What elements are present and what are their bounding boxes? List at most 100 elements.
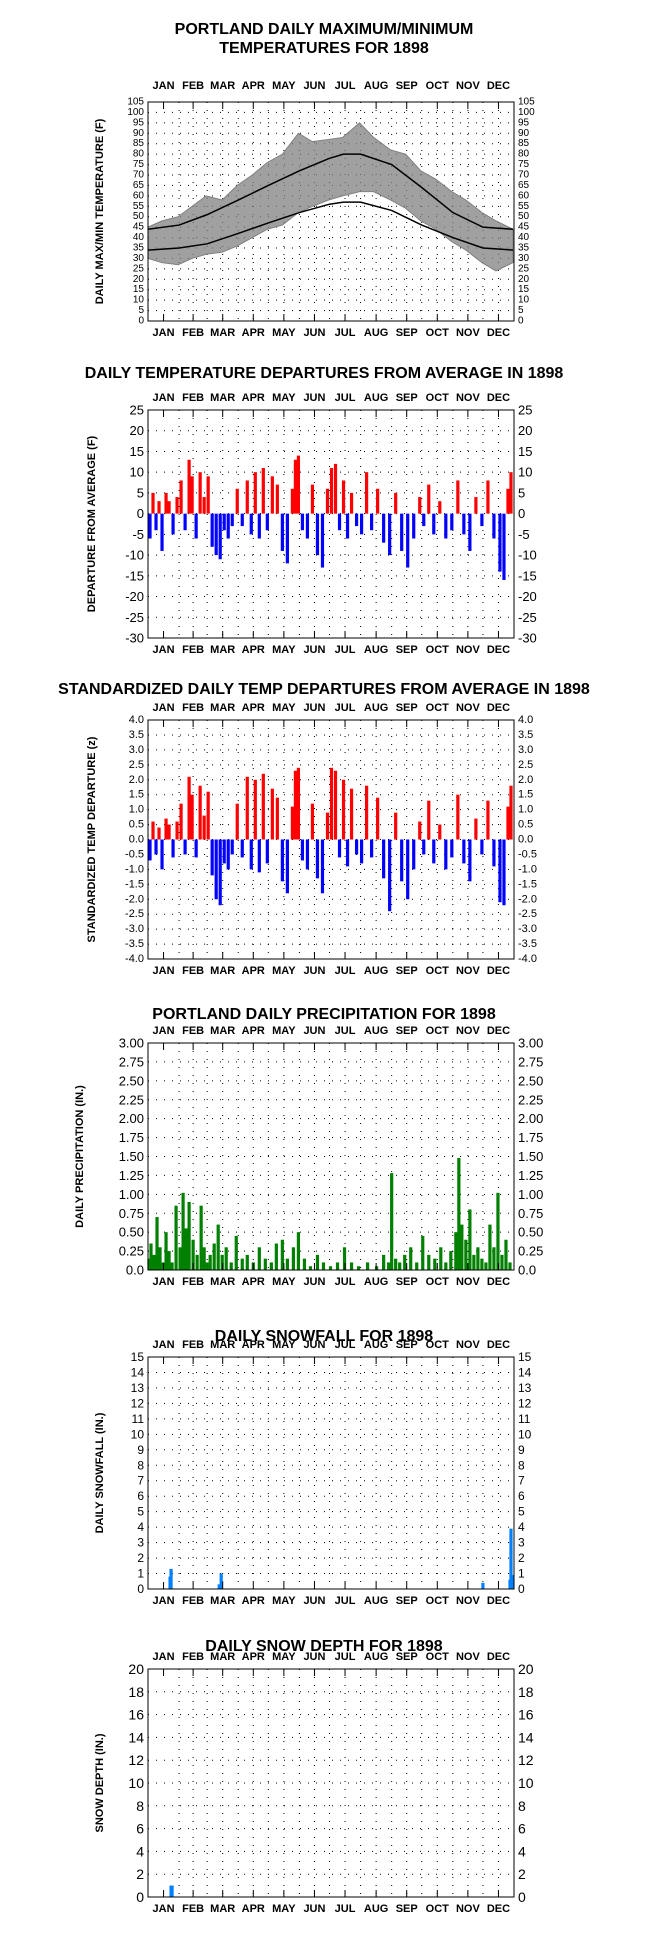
bar (432, 839, 436, 864)
bar (275, 797, 279, 840)
y-tick-label-right: 11 (518, 1412, 531, 1426)
y-tick-label-left: 50 (133, 211, 145, 222)
bar (472, 1254, 476, 1270)
y-tick-label-right: -4.0 (518, 953, 537, 965)
standardized-panel: STANDARDIZED DAILY TEMP DEPARTURES FROM … (0, 680, 648, 1005)
bar (394, 1258, 398, 1270)
data-marks (148, 767, 513, 912)
bar (305, 513, 310, 539)
y-tick-label-right: 18 (518, 1684, 534, 1700)
y-tick-label-right: 13 (518, 1381, 532, 1395)
bar (412, 513, 416, 539)
y-tick-label-right: 0.0 (518, 1263, 536, 1278)
y-tick-label-right: 9 (518, 1443, 525, 1457)
y-tick-label-right: 1 (518, 1567, 525, 1581)
month-label-top: SEP (396, 392, 418, 404)
y-tick-label-right: 2.0 (518, 774, 533, 786)
month-label-bottom: MAR (210, 644, 235, 656)
y-tick-label-right: -5 (518, 527, 530, 542)
y-tick-label-left: 0 (137, 1582, 144, 1596)
bar (222, 839, 226, 864)
y-tick-label-right: -3.0 (518, 923, 537, 935)
y-tick-label-left: 10 (131, 1427, 145, 1441)
y-tick-label-left: 1 (137, 1567, 144, 1581)
month-label-bottom: JUN (303, 1903, 325, 1915)
y-tick-label-left: 80 (133, 149, 145, 160)
y-tick-label-right: 1.5 (518, 789, 533, 801)
y-tick-label-right: 15 (518, 1350, 532, 1364)
bar (349, 788, 354, 840)
bar (212, 1243, 216, 1270)
snow-depth-chart-title: DAILY SNOW DEPTH FOR 1898 (205, 1638, 443, 1655)
y-tick-label-left: 15 (133, 284, 145, 295)
y-tick-label-right: 5 (518, 1505, 525, 1519)
y-tick-label-left: -4.0 (125, 953, 144, 965)
bar (167, 824, 171, 840)
bar (486, 800, 490, 840)
y-tick-label-left: 0 (137, 506, 144, 521)
y-tick-label-left: 4 (136, 1843, 144, 1859)
departure-chart-title: DAILY TEMPERATURE DEPARTURES FROM AVERAG… (84, 365, 564, 382)
bar (394, 492, 398, 514)
bar (179, 803, 183, 840)
y-tick-label-left: 65 (133, 180, 145, 191)
bar (310, 803, 315, 840)
bar (181, 1192, 185, 1270)
daily-range-band (147, 122, 514, 272)
bar (235, 803, 239, 840)
bar (427, 1254, 431, 1270)
y-tick-label-left: 10 (133, 295, 145, 306)
month-label-bottom: AUG (364, 1595, 388, 1607)
bar (245, 776, 249, 840)
bar (474, 497, 478, 514)
bar (170, 1262, 174, 1270)
bar (345, 839, 350, 867)
month-label-top: JAN (153, 392, 175, 404)
y-tick-label-right: 12 (518, 1396, 532, 1410)
bar (265, 839, 269, 864)
bar (468, 839, 472, 882)
y-tick-label-left: 1.75 (119, 1130, 144, 1145)
month-label-top: NOV (456, 1651, 481, 1663)
month-label-bottom: APR (242, 1903, 265, 1915)
y-tick-label-left: 2.5 (129, 759, 144, 771)
y-tick-label-right: 65 (518, 180, 530, 191)
y-tick-label-left: 8 (137, 1458, 144, 1472)
bar (187, 776, 191, 840)
month-label-top: MAY (272, 392, 296, 404)
standardized-departure-chart: JAN JAN FEB FEB MAR MAR APR APR MAY MAY JUN JUN JUL J… (86, 702, 537, 977)
y-tick-label-left: 18 (128, 1684, 144, 1700)
bar (462, 839, 466, 864)
bar (400, 513, 404, 551)
bar (390, 1173, 394, 1270)
bar (198, 472, 202, 514)
y-tick-label-left: 2.75 (119, 1054, 144, 1069)
plot-frame (147, 1668, 515, 1898)
month-label-bottom: MAR (210, 1595, 235, 1607)
snowfall-chart-title: DAILY SNOWFALL FOR 1898 (214, 1328, 434, 1345)
month-label-bottom: AUG (364, 327, 388, 339)
bar (509, 785, 513, 840)
bar (191, 1239, 195, 1270)
bar (415, 1262, 419, 1270)
month-label-top: MAY (272, 702, 296, 714)
month-label-top: APR (242, 392, 265, 404)
y-tick-label-left: 90 (133, 128, 145, 139)
y-tick-label-left: -20 (125, 589, 144, 604)
snowfall-panel: DAILY SNOWFALL FOR 1898 JAN JAN FEB FEB MAR M… (0, 1327, 648, 1637)
y-tick-label-right: 85 (518, 138, 530, 149)
bar (230, 513, 234, 527)
bar (230, 839, 234, 855)
y-tick-label-right: 3.5 (518, 729, 533, 741)
y-tick-label-left: 5 (138, 305, 144, 316)
month-label-bottom: SEP (396, 1595, 418, 1607)
bar (308, 1266, 313, 1270)
y-tick-label-left: 2.25 (119, 1092, 144, 1107)
normal-low-line (147, 201, 514, 251)
month-label-bottom: NOV (456, 644, 481, 656)
month-label-bottom: NOV (456, 1595, 481, 1607)
y-tick-label-right: 3 (518, 1536, 525, 1550)
bar (488, 1224, 492, 1270)
y-tick-label-right: 14 (518, 1365, 532, 1379)
month-label-bottom: SEP (396, 1276, 418, 1288)
